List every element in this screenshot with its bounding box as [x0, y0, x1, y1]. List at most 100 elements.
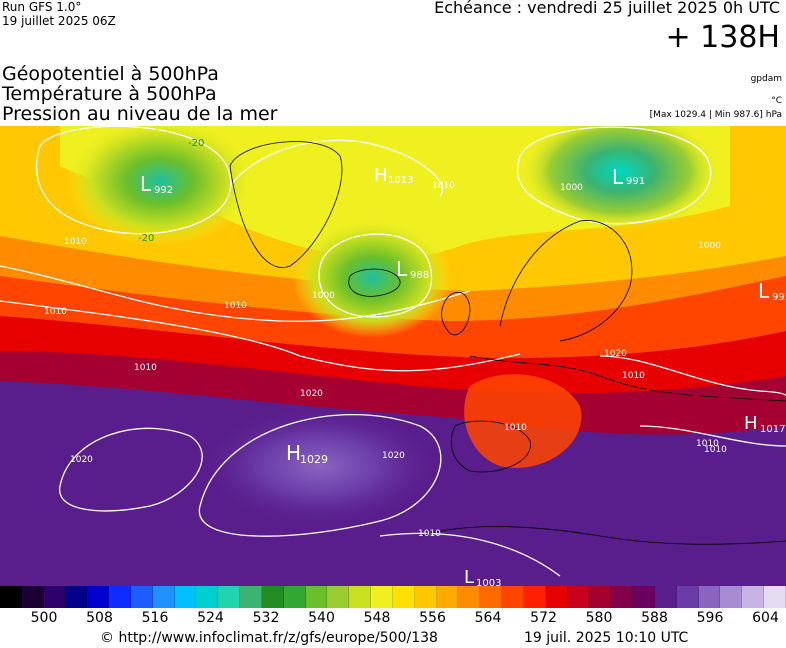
coast-scandinavia — [499, 220, 633, 342]
scale-tick-label: 500 — [30, 610, 58, 626]
isobar-label: 1010 — [134, 363, 157, 373]
scale-tick-label: 604 — [752, 610, 779, 626]
center-type: H — [374, 165, 388, 186]
high-azores-field — [200, 406, 440, 526]
scale-tick-label: 556 — [419, 610, 446, 626]
isobar-label: 1020 — [382, 451, 405, 461]
field-temperature: Température à 500hPa — [2, 83, 217, 105]
field-geopotential: Géopotentiel à 500hPa — [2, 63, 219, 85]
scale-swatch — [21, 586, 44, 608]
isobar-label: 1010 — [224, 301, 247, 311]
scale-swatch — [349, 586, 372, 608]
scale-swatch — [611, 586, 634, 608]
scale-swatch — [742, 586, 764, 608]
center-value: 1013 — [388, 175, 413, 186]
scale-tick-label: 524 — [197, 610, 224, 626]
scale-swatch — [109, 586, 131, 608]
isobar — [229, 139, 444, 197]
scale-swatch — [545, 586, 568, 608]
center-type: L — [140, 172, 152, 196]
center-value: 1029 — [300, 453, 328, 466]
scale-swatch — [720, 586, 743, 608]
isobar — [516, 126, 712, 225]
scale-swatch — [65, 586, 88, 608]
scale-swatch — [414, 586, 437, 608]
scale-tick-label: 540 — [308, 610, 335, 626]
scale-swatch — [458, 586, 481, 608]
scale-swatch — [698, 586, 721, 608]
scale-tick-label: 588 — [641, 610, 668, 626]
center-type: L — [396, 257, 408, 281]
coast-iberia — [450, 420, 531, 473]
isobar — [318, 233, 433, 318]
coast-greenland — [229, 141, 343, 268]
temp-label: -20 — [138, 233, 154, 244]
run-label: Run GFS 1.0° — [2, 0, 82, 14]
scale-tick-label: 572 — [530, 610, 557, 626]
isobar — [35, 126, 232, 235]
isobar-label: 1010 — [622, 371, 645, 381]
scale-swatch — [196, 586, 219, 608]
isobar-label: 1000 — [698, 241, 721, 251]
source-credit: © http://www.infoclimat.fr/z/gfs/europe/… — [100, 630, 438, 646]
center-type: H — [286, 441, 301, 465]
isobar — [0, 300, 521, 372]
coast-europe — [469, 355, 786, 402]
coast-iceland — [348, 268, 401, 297]
scale-swatch — [327, 586, 350, 608]
center-type: L — [464, 567, 474, 586]
red-iberia — [464, 374, 582, 468]
isobar-label: 1010 — [64, 237, 87, 247]
weather-map: L 992 H 1013 L 991 L 988 L 995 H 1029 H … — [0, 126, 786, 586]
scale-swatch — [130, 586, 153, 608]
center-type: H — [744, 413, 758, 434]
scale-swatch — [633, 586, 655, 608]
isobar-label: 1020 — [300, 389, 323, 399]
isobar — [599, 355, 786, 397]
color-scale-bar — [0, 586, 786, 608]
scale-swatch — [436, 586, 459, 608]
center-type: L — [612, 165, 624, 189]
center-value: 1003 — [476, 578, 501, 586]
unit-celsius: °C — [771, 96, 782, 106]
low-greenland-field — [65, 126, 255, 246]
scale-tick-label: 532 — [252, 610, 280, 626]
isobar-label: 1010 — [44, 307, 67, 317]
scale-swatch — [480, 586, 503, 608]
isobar-label: 1010 — [704, 445, 727, 455]
field-pressure: Pression au niveau de la mer — [2, 103, 278, 125]
unit-gpdam: gpdam — [750, 74, 782, 84]
isobar — [0, 265, 471, 322]
render-timestamp: 19 juil. 2025 10:10 UTC — [524, 630, 689, 646]
isobar — [59, 427, 203, 512]
scale-tick-label: 516 — [141, 610, 169, 626]
scale-swatch — [0, 586, 22, 608]
scale-tick-label: 596 — [696, 610, 724, 626]
scale-swatch — [240, 586, 262, 608]
coast-africa — [419, 526, 786, 545]
isobar — [198, 414, 442, 537]
scale-swatch — [523, 586, 546, 608]
isobar-label: 1010 — [432, 181, 455, 191]
scale-swatch — [87, 586, 110, 608]
center-value: 992 — [154, 185, 173, 196]
isobar-label: 1000 — [560, 183, 583, 193]
isobar — [379, 532, 561, 577]
lead-time: + 138H — [665, 20, 781, 55]
isobar-label: 1010 — [696, 439, 719, 449]
scale-swatch — [589, 586, 612, 608]
scale-tick-label: 580 — [585, 610, 613, 626]
orange-band — [0, 276, 786, 358]
isobar-label: 1010 — [418, 529, 441, 539]
center-value: 988 — [410, 270, 429, 281]
scale-swatch — [174, 586, 197, 608]
run-date: 19 juillet 2025 06Z — [2, 14, 116, 28]
scale-swatch — [152, 586, 175, 608]
scale-swatch — [261, 586, 284, 608]
scale-swatch — [283, 586, 306, 608]
scale-swatch — [392, 586, 415, 608]
scale-swatch — [567, 586, 590, 608]
center-value: 995 — [772, 292, 786, 303]
center-type: L — [758, 279, 770, 303]
scale-swatch — [371, 586, 393, 608]
